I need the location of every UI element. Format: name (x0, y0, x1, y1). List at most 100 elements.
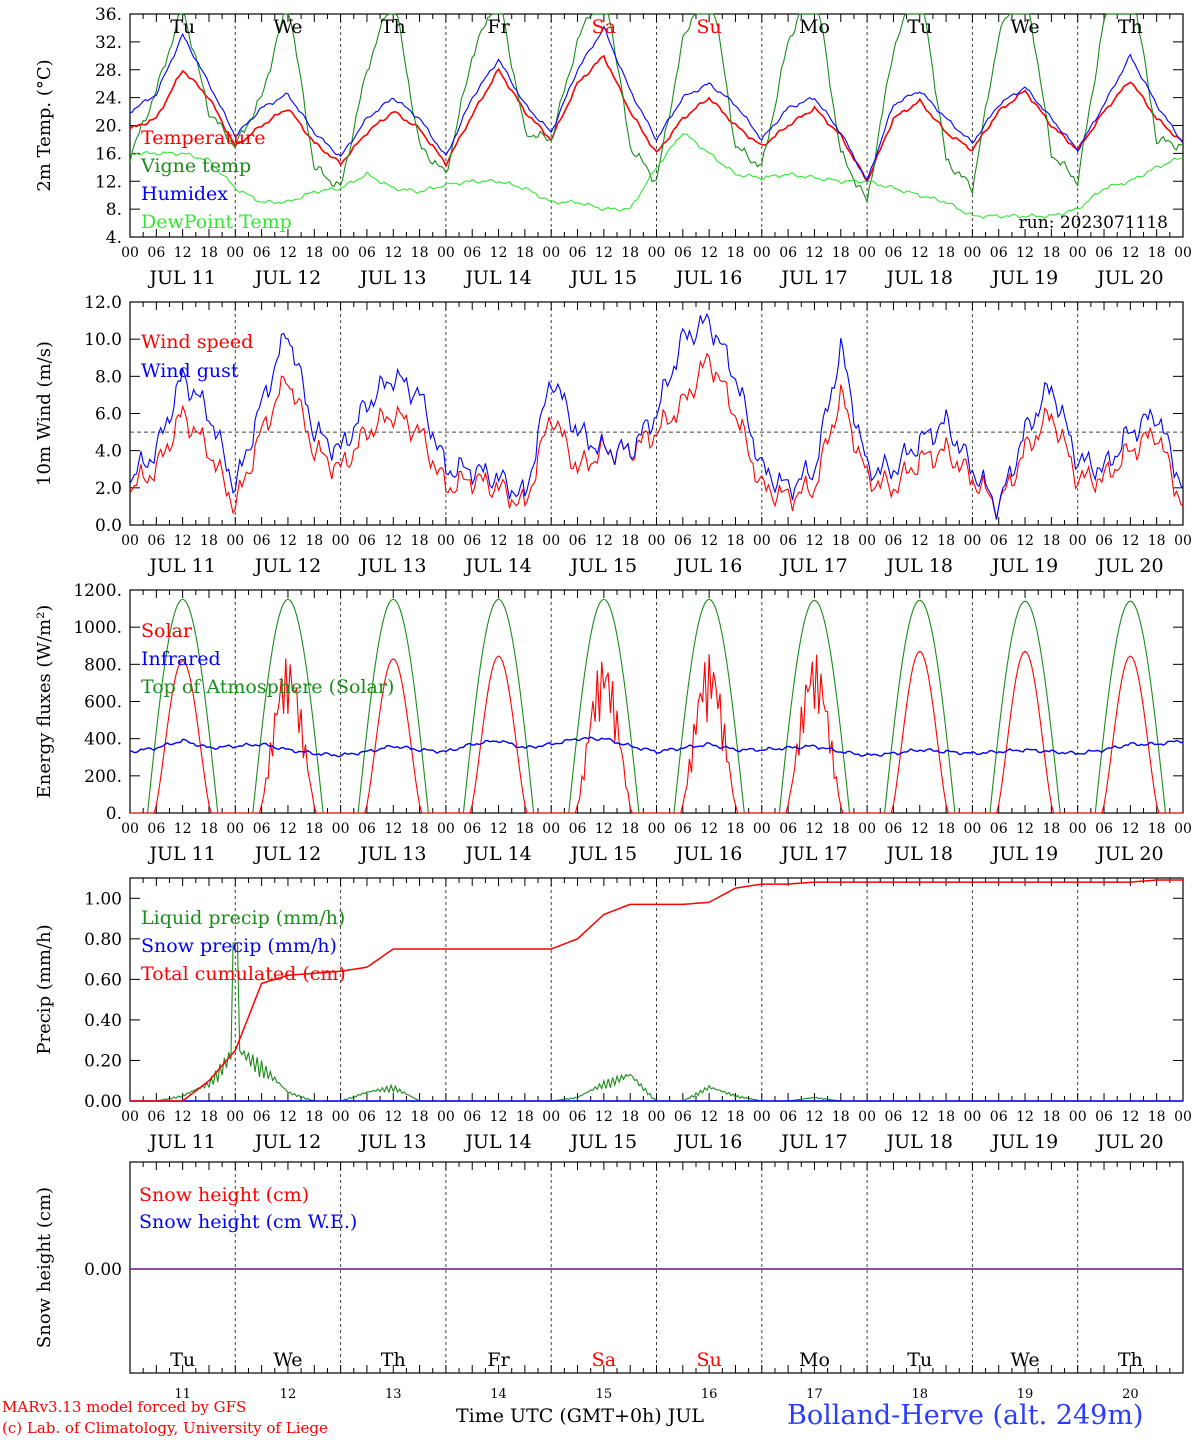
x-hour-label: 00 (542, 1109, 560, 1125)
x-hour-label: 06 (885, 1109, 903, 1125)
date-number-label: 20 (1122, 1387, 1139, 1402)
weekday-label: We (1010, 16, 1039, 38)
y-tick-label: 1000. (73, 618, 122, 638)
x-hour-label: 18 (937, 821, 955, 837)
x-hour-label: 12 (911, 533, 929, 549)
x-hour-label: 12 (911, 821, 929, 837)
x-day-label: JUL 15 (569, 555, 637, 577)
y-tick-label: 20. (95, 117, 122, 137)
plot-frame-1 (129, 13, 1184, 238)
x-hour-label: 18 (200, 245, 218, 261)
x-hour-label: 00 (121, 1109, 139, 1125)
x-hour-label: 12 (1016, 1109, 1034, 1125)
weekday-label-bottom: We (273, 1349, 302, 1371)
x-hour-label: 00 (963, 533, 981, 549)
credit-lab: (c) Lab. of Climatology, University of L… (2, 1419, 328, 1437)
x-hour-label: 00 (858, 533, 876, 549)
x-hour-label: 12 (700, 245, 718, 261)
x-hour-label: 00 (753, 1109, 771, 1125)
x-hour-label: 12 (700, 821, 718, 837)
x-day-label: JUL 20 (1095, 1131, 1163, 1153)
x-hour-label: 06 (463, 821, 481, 837)
series-line-total-cumulated (130, 879, 1183, 1102)
x-hour-label: 12 (174, 821, 192, 837)
x-day-label: JUL 13 (358, 843, 426, 865)
x-hour-label: 00 (858, 245, 876, 261)
date-number-label: 17 (806, 1387, 823, 1402)
x-day-label: JUL 20 (1095, 843, 1163, 865)
y-tick-label: 36. (95, 5, 122, 25)
legend-entry: Wind speed (141, 331, 253, 353)
x-hour-label: 00 (648, 245, 666, 261)
series-line-wind-speed (129, 352, 1184, 520)
y-tick-label: 32. (95, 33, 122, 53)
x-hour-label: 12 (279, 821, 297, 837)
x-hour-label: 18 (516, 533, 534, 549)
x-day-label: JUL 18 (885, 1131, 953, 1153)
x-day-label: JUL 18 (885, 843, 953, 865)
x-hour-label: 06 (253, 533, 271, 549)
x-hour-label: 12 (806, 821, 824, 837)
y-tick-label: 0.00 (84, 1260, 122, 1280)
y-tick-label: 0.40 (84, 1011, 122, 1031)
x-day-label: JUL 13 (358, 267, 426, 289)
x-hour-label: 18 (727, 533, 745, 549)
x-hour-label: 12 (911, 245, 929, 261)
weekday-label-bottom: We (1010, 1349, 1039, 1371)
x-hour-label: 12 (595, 821, 613, 837)
date-number-label: 13 (385, 1387, 402, 1402)
x-day-label: JUL 17 (779, 1131, 847, 1153)
x-hour-label: 12 (490, 821, 508, 837)
x-hour-label: 06 (253, 821, 271, 837)
legend-entry: Total cumulated (cm) (141, 963, 346, 985)
x-day-label: JUL 12 (253, 555, 321, 577)
y-tick-label: 400. (84, 730, 122, 750)
x-hour-label: 18 (411, 245, 429, 261)
x-hour-label: 06 (779, 821, 797, 837)
weekday-label-bottom: Th (381, 1349, 406, 1371)
x-hour-label: 00 (226, 821, 244, 837)
y-tick-label: 28. (95, 61, 122, 81)
x-day-label: JUL 14 (463, 555, 531, 577)
x-hour-label: 00 (121, 533, 139, 549)
x-hour-label: 12 (1121, 821, 1139, 837)
y-tick-label: 1.00 (84, 889, 122, 909)
x-hour-label: 00 (332, 821, 350, 837)
x-hour-label: 12 (806, 245, 824, 261)
x-hour-label: 00 (542, 821, 560, 837)
x-hour-label: 00 (648, 821, 666, 837)
weekday-label: Tu (907, 16, 932, 38)
x-day-label: JUL 17 (779, 267, 847, 289)
x-hour-label: 00 (1174, 1109, 1192, 1125)
x-hour-label: 18 (832, 245, 850, 261)
x-hour-label: 06 (1095, 1109, 1113, 1125)
x-day-label: JUL 11 (147, 555, 215, 577)
weekday-label: We (273, 16, 302, 38)
x-hour-label: 12 (595, 1109, 613, 1125)
x-hour-label: 06 (569, 245, 587, 261)
x-hour-label: 00 (648, 533, 666, 549)
legend-entry: Humidex (141, 183, 228, 205)
x-day-label: JUL 17 (779, 843, 847, 865)
x-hour-label: 12 (1016, 533, 1034, 549)
y-axis-label: 10m Wind (m/s) (34, 341, 55, 486)
series-line-humidex (129, 25, 1184, 182)
weekday-label-bottom: Sa (592, 1349, 616, 1371)
x-hour-label: 06 (674, 821, 692, 837)
x-hour-label: 06 (358, 533, 376, 549)
x-hour-label: 18 (1148, 533, 1166, 549)
x-day-label: JUL 15 (569, 267, 637, 289)
x-hour-label: 00 (332, 1109, 350, 1125)
x-hour-label: 06 (569, 821, 587, 837)
x-hour-label: 06 (463, 245, 481, 261)
x-hour-label: 18 (937, 245, 955, 261)
x-day-label: JUL 15 (569, 1131, 637, 1153)
x-hour-label: 00 (226, 245, 244, 261)
x-day-label: JUL 11 (147, 267, 215, 289)
x-hour-label: 12 (174, 245, 192, 261)
x-day-label: JUL 12 (253, 1131, 321, 1153)
x-hour-label: 12 (490, 1109, 508, 1125)
x-hour-label: 18 (200, 1109, 218, 1125)
station-name: Bolland-Herve (alt. 249m) (787, 1400, 1144, 1431)
